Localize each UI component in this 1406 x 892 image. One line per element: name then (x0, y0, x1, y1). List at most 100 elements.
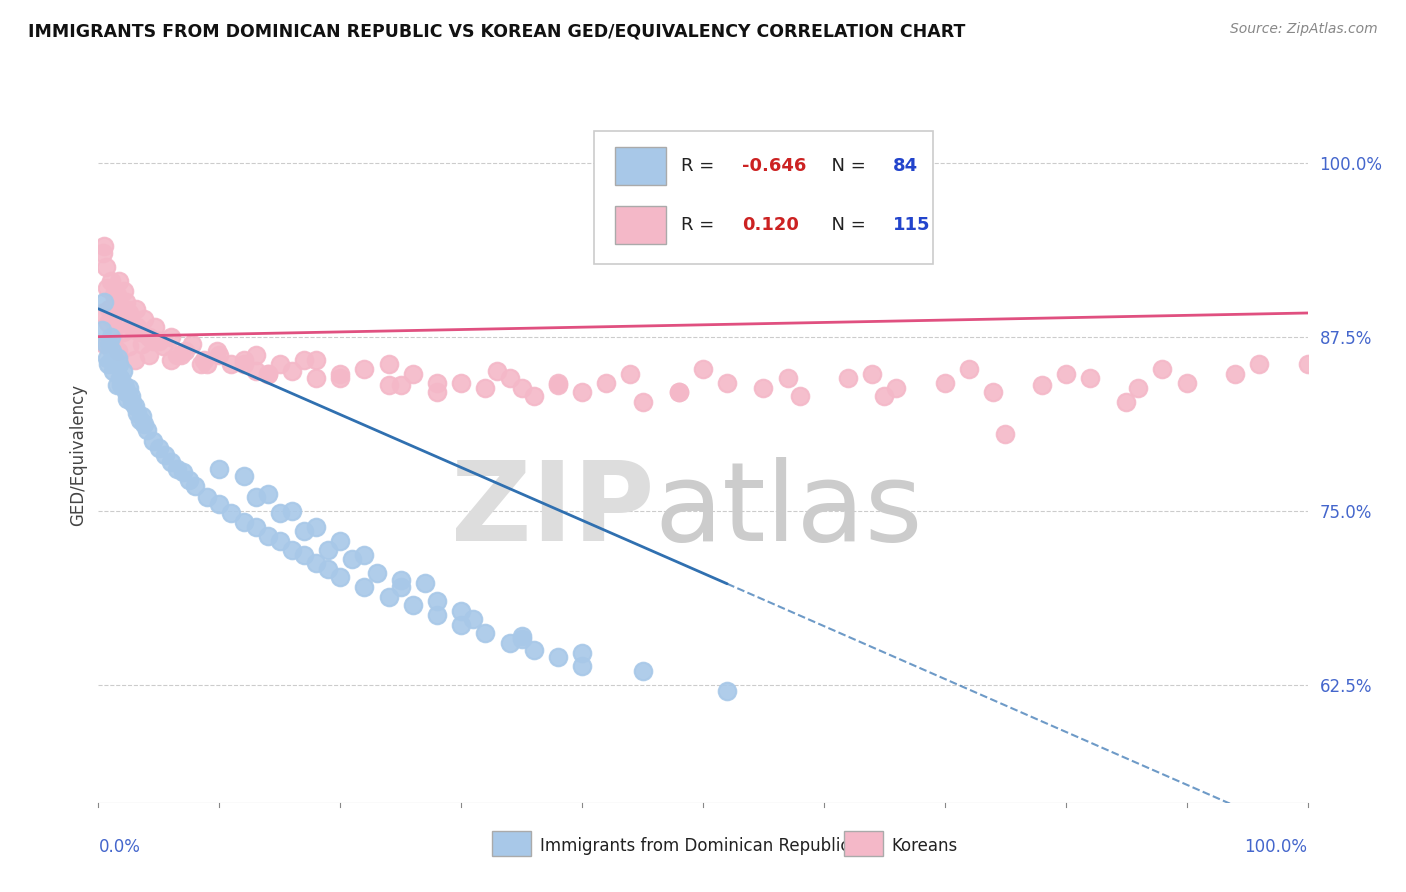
Point (121, 395, 143, 409)
Point (114, 301, 136, 316)
Point (305, 353, 328, 368)
Point (269, 358, 291, 372)
Point (125, 301, 148, 316)
Bar (614, 206, 665, 244)
Point (1115, 395, 1137, 409)
Text: Koreans: Koreans (891, 837, 957, 855)
Point (389, 573, 412, 587)
Point (101, 364, 124, 378)
Point (631, 395, 654, 409)
Point (135, 423, 157, 437)
Point (1223, 368, 1246, 382)
Point (789, 389, 811, 403)
Point (117, 392, 139, 407)
Point (232, 515, 254, 529)
Point (450, 617, 472, 632)
Point (105, 288, 128, 302)
Point (353, 548, 375, 562)
Point (245, 364, 267, 378)
Point (208, 462, 231, 476)
Point (426, 594, 449, 608)
Point (377, 358, 399, 372)
Text: R =: R = (682, 217, 720, 235)
Point (232, 468, 254, 483)
Point (1296, 358, 1319, 372)
Point (305, 557, 328, 571)
Point (716, 684, 738, 698)
Point (281, 364, 304, 378)
Point (166, 348, 188, 362)
Point (120, 389, 142, 403)
Point (108, 274, 131, 288)
Point (571, 646, 593, 660)
Point (1249, 358, 1271, 372)
Point (450, 604, 472, 618)
Point (160, 329, 183, 343)
Point (104, 358, 127, 372)
Point (292, 353, 315, 368)
Point (305, 371, 328, 385)
Point (110, 316, 132, 330)
Point (595, 376, 617, 390)
Text: N =: N = (820, 217, 872, 235)
Point (138, 348, 160, 362)
Point (245, 490, 267, 504)
Text: 0.0%: 0.0% (98, 838, 141, 855)
Text: 84: 84 (893, 157, 918, 175)
Point (138, 329, 160, 343)
Point (547, 378, 569, 392)
Point (269, 507, 291, 521)
Point (128, 413, 150, 427)
Point (402, 598, 425, 612)
Point (94, 336, 117, 351)
Point (232, 353, 254, 368)
Point (716, 376, 738, 390)
Point (195, 490, 218, 504)
Point (329, 368, 352, 382)
Point (143, 319, 166, 334)
Point (668, 385, 690, 400)
Text: Source: ZipAtlas.com: Source: ZipAtlas.com (1230, 22, 1378, 37)
Bar (614, 147, 665, 186)
Point (245, 520, 267, 534)
Point (115, 294, 138, 309)
Point (91, 246, 114, 260)
Point (110, 378, 132, 392)
Point (177, 473, 201, 487)
Point (631, 664, 654, 678)
Point (776, 371, 799, 385)
Point (100, 311, 122, 326)
Point (389, 378, 412, 392)
Y-axis label: GED/Equivalency: GED/Equivalency (69, 384, 87, 526)
Point (571, 659, 593, 673)
Point (98, 336, 121, 351)
Point (190, 358, 212, 372)
Point (619, 368, 641, 382)
Point (107, 343, 129, 358)
Point (256, 487, 278, 501)
Point (981, 385, 1004, 400)
Text: 115: 115 (893, 217, 931, 235)
Point (450, 376, 472, 390)
Point (97, 358, 120, 372)
Point (96, 351, 118, 365)
Point (160, 353, 183, 368)
Point (180, 336, 202, 351)
Point (174, 343, 197, 358)
Point (692, 361, 714, 376)
Point (121, 319, 143, 334)
Point (127, 319, 149, 334)
Point (100, 343, 122, 358)
Point (118, 306, 141, 320)
Point (221, 507, 243, 521)
Point (101, 329, 124, 343)
Point (131, 336, 153, 351)
Point (463, 612, 485, 626)
Point (172, 465, 194, 479)
Point (389, 580, 412, 594)
Point (571, 385, 593, 400)
Point (100, 329, 122, 343)
Point (329, 570, 352, 584)
Point (837, 371, 859, 385)
Point (510, 629, 533, 643)
